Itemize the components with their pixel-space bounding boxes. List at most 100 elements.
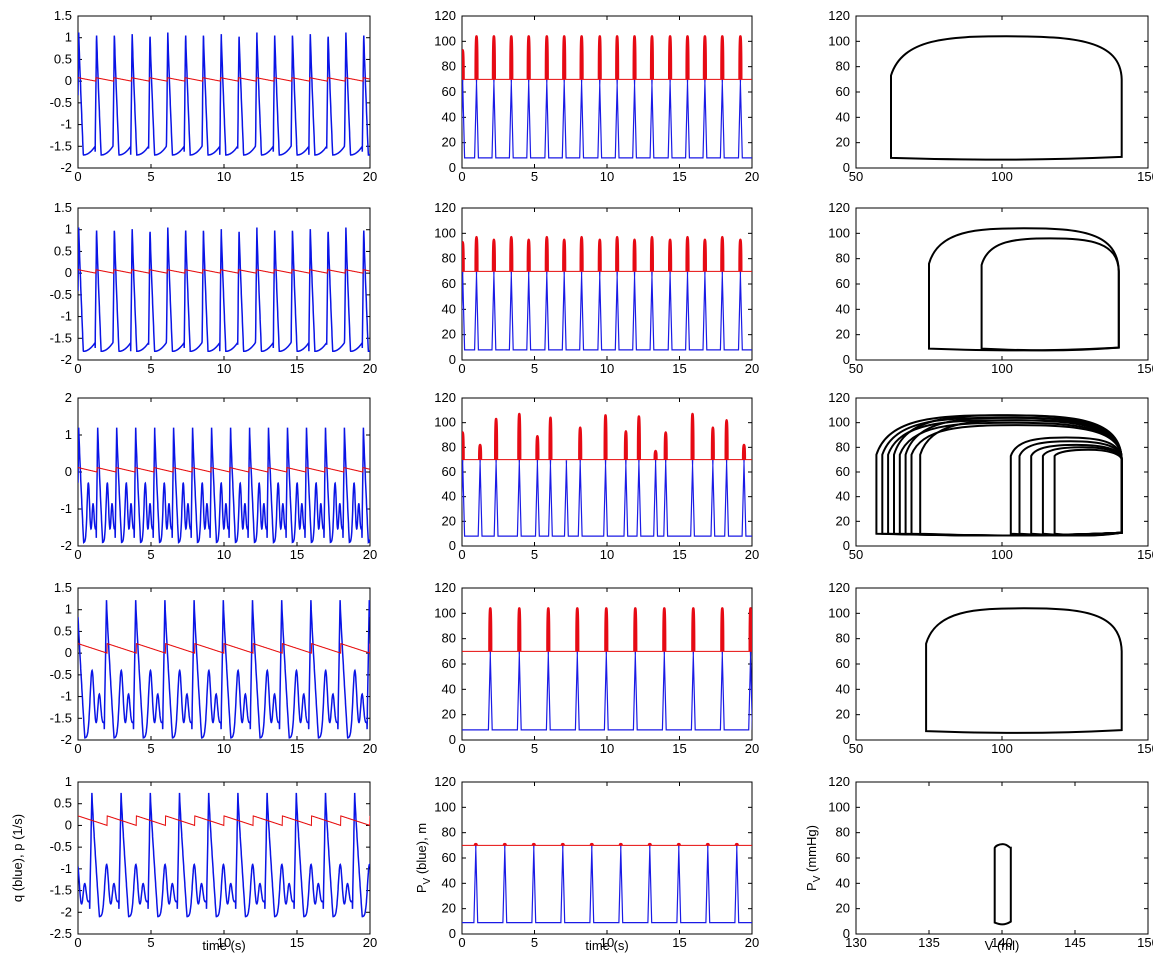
pv-peak bbox=[478, 443, 483, 460]
pv-peak bbox=[647, 842, 652, 846]
y-tick-label: 20 bbox=[442, 901, 456, 916]
x-tick-label: 5 bbox=[147, 741, 154, 756]
loop-panel-4: 50 100 150 0 20 40 60 80 100 120 bbox=[828, 580, 1153, 756]
x-tick-label: 145 bbox=[1064, 935, 1086, 950]
x-tick-label: 50 bbox=[849, 741, 863, 756]
y-tick-label: 60 bbox=[442, 850, 456, 865]
y-tick-label: 120 bbox=[828, 580, 850, 595]
y-tick-label: 1.5 bbox=[54, 8, 72, 23]
axes-frame bbox=[461, 207, 753, 361]
x-tick-label: 130 bbox=[845, 935, 867, 950]
y-tick-label: -1.5 bbox=[50, 138, 72, 153]
y-tick-label: 20 bbox=[442, 135, 456, 150]
x-tick-label: 20 bbox=[745, 741, 759, 756]
pv-panel-5: 0 5 10 15 20 0 20 40 60 80 100 120 bbox=[434, 774, 759, 950]
pv-loop bbox=[875, 414, 1123, 537]
x-tick-label: 15 bbox=[672, 935, 686, 950]
y-tick-label: 0 bbox=[449, 732, 456, 747]
y-tick-label: 0 bbox=[65, 265, 72, 280]
x-tick-label: 10 bbox=[217, 361, 231, 376]
axes-frame bbox=[855, 781, 1149, 935]
y-tick-label: 60 bbox=[836, 850, 850, 865]
y-tick-label: 60 bbox=[836, 84, 850, 99]
y-tick-label: 1 bbox=[65, 427, 72, 442]
y-tick-label: -2 bbox=[60, 904, 72, 919]
pv-peak bbox=[663, 431, 668, 460]
y-tick-label: 120 bbox=[434, 774, 456, 789]
pv-peak bbox=[741, 443, 747, 460]
pv-peak bbox=[676, 842, 681, 846]
p-series bbox=[78, 77, 370, 82]
y-axis-label: PV (blue), m bbox=[414, 823, 433, 893]
axes-frame bbox=[461, 15, 753, 169]
y-tick-label: -2 bbox=[60, 732, 72, 747]
y-tick-label: -0.5 bbox=[50, 667, 72, 682]
q-panel-5: 0 5 10 15 20 -2.5 -2 -1.5 -1 -0.5 0 0.5 1 bbox=[50, 774, 378, 950]
pv-peak bbox=[491, 35, 496, 80]
y-tick-label: 40 bbox=[836, 109, 850, 124]
y-tick-label: 40 bbox=[442, 681, 456, 696]
pv-peak bbox=[462, 240, 465, 272]
y-tick-label: 40 bbox=[836, 301, 850, 316]
y-tick-label: 100 bbox=[434, 799, 456, 814]
pv-peak bbox=[597, 35, 602, 80]
p-series bbox=[78, 467, 370, 474]
y-tick-label: 0 bbox=[843, 352, 850, 367]
pv-loop bbox=[1053, 448, 1123, 537]
y-tick-label: 120 bbox=[828, 200, 850, 215]
pv-series bbox=[462, 459, 752, 537]
y-tick-label: 80 bbox=[442, 631, 456, 646]
pv-loop bbox=[1030, 443, 1123, 537]
x-tick-label: 5 bbox=[147, 361, 154, 376]
x-tick-label: 0 bbox=[74, 741, 81, 756]
pv-peak bbox=[738, 35, 743, 80]
pv-peak bbox=[491, 238, 496, 272]
y-tick-label: 80 bbox=[836, 59, 850, 74]
pv-panel-1: 0 5 10 15 20 0 20 40 60 80 100 120 bbox=[434, 8, 759, 184]
pv-series bbox=[462, 650, 752, 731]
y-tick-label: 60 bbox=[442, 84, 456, 99]
y-tick-label: 0 bbox=[843, 926, 850, 941]
pv-peak bbox=[691, 607, 696, 652]
x-tick-label: 0 bbox=[458, 935, 465, 950]
y-tick-label: 1 bbox=[65, 30, 72, 45]
q-series bbox=[78, 32, 370, 156]
pv-peak bbox=[685, 35, 690, 80]
x-tick-label: 20 bbox=[745, 935, 759, 950]
q-series bbox=[78, 600, 370, 739]
x-tick-label: 10 bbox=[600, 935, 614, 950]
y-tick-label: -0.5 bbox=[50, 839, 72, 854]
x-tick-label: 10 bbox=[217, 169, 231, 184]
q-series bbox=[78, 792, 370, 918]
y-tick-label: 20 bbox=[836, 135, 850, 150]
x-tick-label: 15 bbox=[672, 361, 686, 376]
y-tick-label: -1.5 bbox=[50, 883, 72, 898]
pv-peak bbox=[509, 235, 514, 272]
pv-series bbox=[462, 270, 752, 351]
x-tick-label: 15 bbox=[290, 169, 304, 184]
x-tick-label: 100 bbox=[991, 741, 1013, 756]
y-tick-label: 20 bbox=[442, 707, 456, 722]
pv-loop bbox=[919, 419, 1123, 537]
p-series bbox=[78, 269, 370, 274]
x-tick-label: 5 bbox=[531, 935, 538, 950]
pv-peak bbox=[544, 235, 549, 272]
y-tick-label: 80 bbox=[442, 251, 456, 266]
y-tick-label: -2 bbox=[60, 160, 72, 175]
y-tick-label: 120 bbox=[828, 390, 850, 405]
y-tick-label: 20 bbox=[836, 901, 850, 916]
x-tick-label: 100 bbox=[991, 547, 1013, 562]
pv-peak bbox=[502, 842, 507, 846]
y-tick-label: 100 bbox=[434, 225, 456, 240]
y-tick-label: 20 bbox=[836, 513, 850, 528]
pv-peak bbox=[649, 235, 654, 272]
pv-peak bbox=[575, 607, 580, 652]
y-tick-label: 0 bbox=[843, 732, 850, 747]
y-tick-label: 0.5 bbox=[54, 51, 72, 66]
x-tick-label: 0 bbox=[74, 935, 81, 950]
y-tick-label: 80 bbox=[836, 825, 850, 840]
y-tick-label: 40 bbox=[836, 875, 850, 890]
x-tick-label: 15 bbox=[672, 169, 686, 184]
y-tick-label: 0 bbox=[449, 160, 456, 175]
